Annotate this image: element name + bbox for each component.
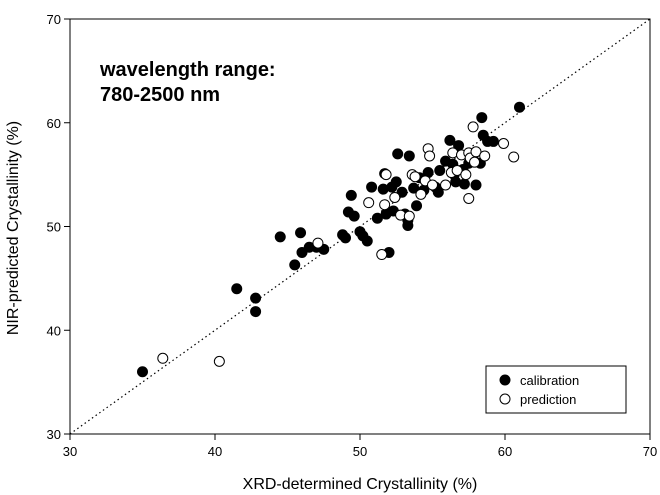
calibration-point — [137, 366, 148, 378]
x-tick-label: 40 — [208, 444, 222, 459]
x-tick-label: 30 — [63, 444, 77, 459]
calibration-point — [274, 231, 286, 243]
calibration-point — [366, 181, 378, 193]
calibration-point — [470, 179, 482, 191]
y-tick-label: 40 — [47, 323, 61, 338]
prediction-point — [460, 169, 472, 181]
calibration-point — [408, 182, 420, 194]
calibration-point — [340, 232, 351, 244]
axes-layer: 30 40 50 60 70 30 40 50 60 70 — [47, 12, 658, 459]
calibration-point — [514, 101, 525, 113]
calibration-point — [444, 134, 456, 146]
x-tick-label: 50 — [353, 444, 367, 459]
calibration-point — [231, 283, 243, 295]
calibration-point — [361, 235, 373, 247]
calibration-point — [432, 186, 444, 198]
prediction-point — [213, 355, 225, 367]
legend-label-prediction: prediction — [520, 392, 576, 407]
prediction-point — [363, 197, 375, 209]
prediction-point — [469, 156, 481, 168]
prediction-point — [389, 191, 401, 203]
prediction-point — [157, 352, 169, 364]
calibration-point — [348, 210, 360, 222]
y-tick-label: 70 — [47, 12, 61, 27]
x-tick-label: 70 — [643, 444, 657, 459]
y-tick-label: 50 — [47, 220, 61, 235]
prediction-point — [379, 199, 391, 211]
y-tick-label: 60 — [47, 116, 61, 131]
calibration-point — [345, 189, 357, 201]
prediction-point — [409, 171, 421, 183]
x-tick-label: 60 — [498, 444, 512, 459]
prediction-point — [415, 188, 427, 200]
prediction-point — [440, 179, 452, 191]
calibration-point — [295, 227, 307, 239]
legend-label-calibration: calibration — [520, 373, 579, 388]
legend: calibration prediction — [485, 365, 627, 414]
calibration-point — [250, 306, 262, 318]
legend-marker-prediction — [499, 393, 511, 405]
prediction-point — [451, 164, 463, 176]
prediction-point — [498, 138, 510, 149]
prediction-point — [508, 151, 520, 163]
calibration-point — [371, 212, 383, 224]
prediction-point — [463, 192, 475, 204]
y-tick-label: 30 — [47, 427, 61, 442]
calibration-point — [487, 135, 499, 147]
calibration-point — [289, 259, 301, 271]
legend-box — [485, 365, 627, 414]
x-axis-label: XRD-determined Crystallinity (%) — [243, 476, 478, 493]
calibration-point — [390, 176, 402, 188]
prediction-point — [467, 121, 479, 133]
prediction-point — [479, 150, 491, 162]
prediction-point — [470, 146, 482, 158]
calibration-point — [392, 148, 404, 160]
annotation-line-1: wavelength range: — [99, 59, 276, 81]
points-layer — [137, 101, 525, 378]
calibration-point — [458, 178, 470, 190]
prediction-point — [424, 150, 436, 162]
calibration-point — [403, 150, 415, 162]
prediction-point — [380, 169, 392, 181]
prediction-point — [312, 237, 324, 249]
annotation-line-2: 780-2500 nm — [100, 84, 220, 106]
calibration-point — [434, 164, 446, 176]
calibration-point — [411, 200, 423, 212]
prediction-point — [403, 210, 415, 222]
prediction-point — [376, 249, 388, 261]
y-axis-label: NIR-predicted Crystallinity (%) — [5, 121, 22, 335]
calibration-point — [476, 112, 488, 124]
prediction-point — [427, 179, 438, 191]
legend-marker-calibration — [499, 374, 511, 386]
calibration-point — [250, 292, 262, 304]
